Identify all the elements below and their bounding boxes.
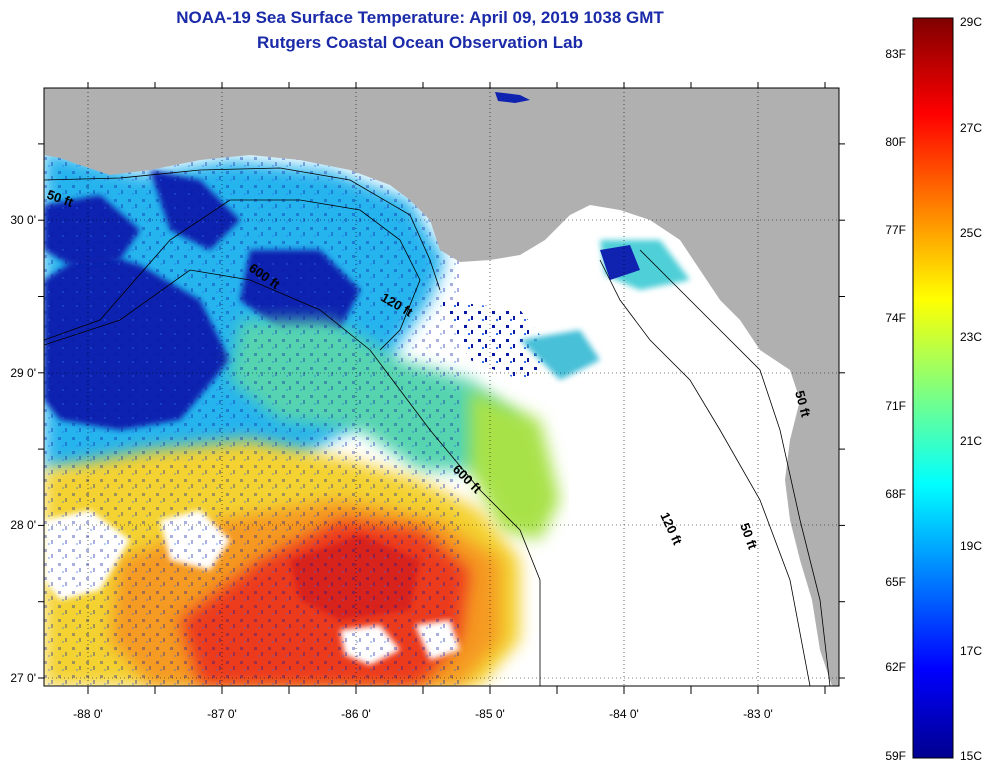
lon-tick-label: -88 0' [73, 707, 103, 721]
colorbar-f-label: 71F [885, 399, 906, 413]
lat-tick-label: 29 0' [10, 366, 36, 380]
contour-600ft [44, 269, 541, 686]
colorbar-f-label: 74F [885, 311, 906, 325]
colorbar-f-label: 77F [885, 223, 906, 237]
graticule [44, 88, 839, 686]
map-title: NOAA-19 Sea Surface Temperature: April 0… [176, 8, 664, 27]
lon-tick-label: -85 0' [475, 707, 505, 721]
colorbar-f-label: 62F [885, 660, 906, 674]
lat-tick-label: 28 0' [10, 518, 36, 532]
bay-inland [495, 92, 530, 103]
lon-tick-label: -87 0' [207, 707, 237, 721]
contour-50ft-east [639, 249, 831, 686]
sst-patch-east [520, 330, 600, 380]
sst-field [44, 88, 690, 686]
lon-tick-label: -84 0' [609, 707, 639, 721]
colorbar-f-label: 80F [885, 135, 906, 149]
lat-tick-label: 27 0' [10, 671, 36, 685]
plot-frame [43, 87, 840, 687]
cloud-speckle-1 [440, 300, 560, 380]
bathymetry-contours [44, 167, 831, 686]
contour-120ft-east [599, 259, 811, 686]
colorbar-f-label: 83F [885, 47, 906, 61]
map-subtitle: Rutgers Coastal Ocean Observation Lab [257, 33, 583, 52]
contour-label-50ft-coast: 50 ft [792, 389, 814, 419]
colorbar-c-label: 15C [960, 749, 982, 763]
colorbar-c-label: 23C [960, 330, 982, 344]
colorbar-c-label: 25C [960, 226, 982, 240]
axis-ticks [38, 82, 845, 694]
lon-tick-label: -83 0' [743, 707, 773, 721]
colorbar-c-label: 27C [960, 121, 982, 135]
lon-tick-label: -86 0' [341, 707, 371, 721]
contour-50ft-north [44, 167, 441, 291]
lat-tick-label: 30 0' [10, 213, 36, 227]
contour-120ft-north [44, 199, 421, 351]
colorbar-gradient [912, 17, 954, 759]
colorbar-c-label: 19C [960, 539, 982, 553]
land-mass-florida-alabama [44, 88, 839, 686]
colorbar-c-label: 17C [960, 644, 982, 658]
colorbar-f-label: 68F [885, 487, 906, 501]
colorbar-c-label: 21C [960, 434, 982, 448]
colorbar-f-label: 65F [885, 575, 906, 589]
land [44, 88, 839, 686]
colorbar-f-label: 59F [885, 749, 906, 763]
colorbar-c-label: 29C [960, 15, 982, 29]
sst-patch-bigbend-cold [600, 245, 640, 280]
